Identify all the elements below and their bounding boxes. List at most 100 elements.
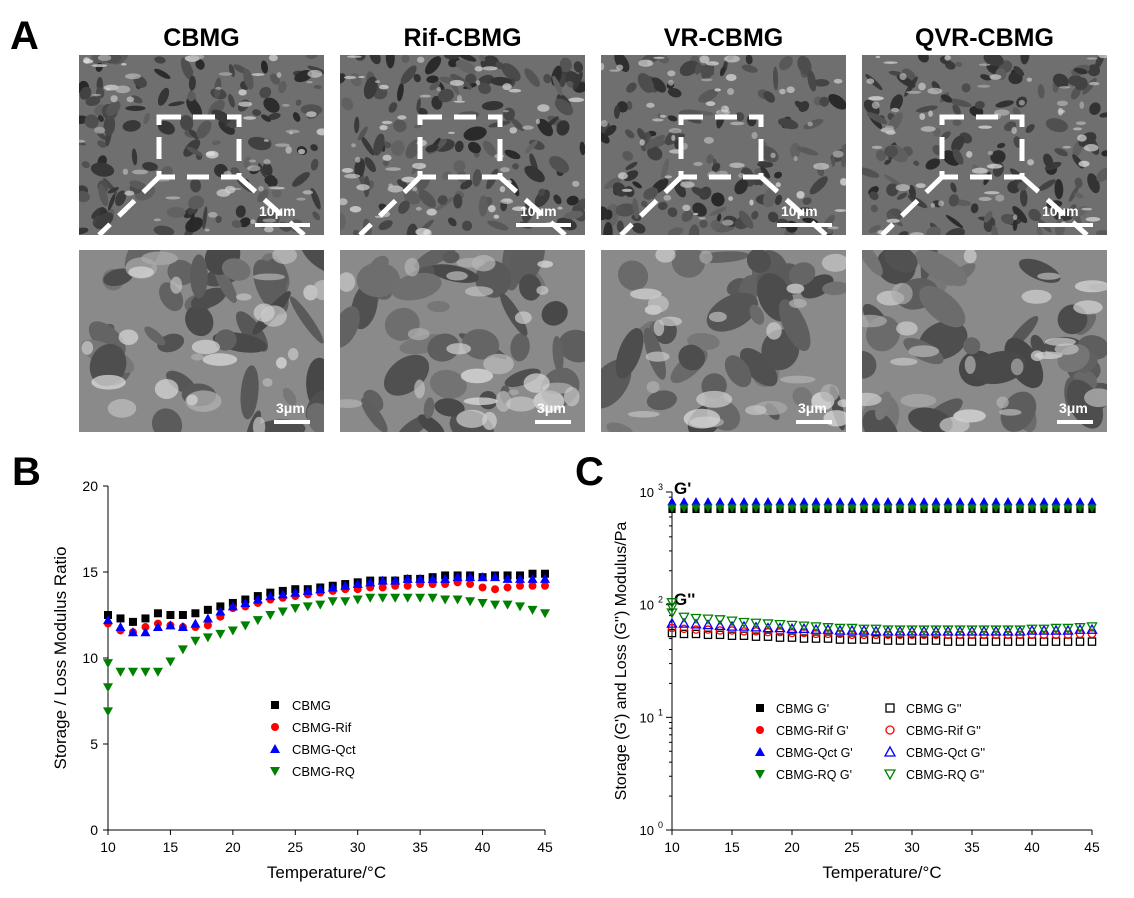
legend-marker bbox=[271, 701, 279, 709]
scale-label: 10μm bbox=[781, 203, 818, 219]
data-point bbox=[859, 630, 869, 640]
data-point bbox=[751, 497, 761, 506]
data-point bbox=[1027, 504, 1037, 513]
data-point bbox=[774, 620, 786, 631]
data-point bbox=[882, 625, 894, 636]
data-point bbox=[352, 595, 363, 605]
data-point bbox=[931, 504, 941, 513]
data-point bbox=[1062, 623, 1074, 634]
data-point bbox=[678, 617, 690, 628]
data-point bbox=[365, 577, 376, 587]
y-tick-label: 10 bbox=[640, 598, 654, 613]
data-point bbox=[894, 625, 906, 636]
data-point bbox=[240, 621, 251, 631]
data-point bbox=[402, 573, 413, 583]
data-point bbox=[1039, 497, 1049, 506]
data-point bbox=[540, 609, 550, 619]
sem-zoom-image bbox=[79, 250, 324, 432]
data-point bbox=[991, 504, 1001, 513]
data-point bbox=[799, 497, 809, 506]
data-point bbox=[763, 504, 773, 513]
data-point bbox=[290, 604, 301, 614]
legend: CBMG G' CBMG-Rif G' CBMG-Qct G' CBMG-RQ G' C… bbox=[755, 702, 985, 782]
data-point bbox=[847, 630, 857, 640]
y-tick-label: 15 bbox=[82, 564, 98, 580]
sem-overview-image bbox=[79, 55, 324, 235]
data-point bbox=[751, 504, 761, 513]
data-point bbox=[727, 504, 737, 513]
data-point bbox=[302, 585, 313, 595]
data-point bbox=[503, 583, 512, 592]
data-point bbox=[1050, 623, 1062, 634]
data-point bbox=[1015, 637, 1025, 646]
data-point bbox=[906, 625, 918, 636]
data-point bbox=[1003, 504, 1013, 513]
data-point bbox=[227, 601, 238, 611]
data-point bbox=[527, 573, 538, 583]
scale-label: 3μm bbox=[1059, 400, 1088, 416]
data-point bbox=[919, 504, 929, 513]
data-point bbox=[1026, 624, 1038, 635]
data-point bbox=[715, 497, 725, 506]
panel-label-b: B bbox=[12, 450, 41, 494]
data-point bbox=[679, 629, 689, 639]
data-point bbox=[979, 504, 989, 513]
legend-label: CBMG-Rif G' bbox=[776, 724, 849, 738]
data-point bbox=[859, 635, 869, 644]
sample-title: QVR-CBMG bbox=[915, 24, 1054, 52]
data-point bbox=[702, 614, 714, 625]
x-tick-label: 15 bbox=[163, 839, 179, 855]
data-point bbox=[378, 583, 387, 592]
y-tick-exponent: 1 bbox=[658, 707, 663, 717]
data-point bbox=[440, 573, 451, 583]
data-point bbox=[667, 623, 677, 633]
scale-label: 10μm bbox=[1042, 203, 1079, 219]
data-point bbox=[327, 582, 338, 592]
data-point bbox=[390, 575, 401, 585]
data-point bbox=[798, 622, 810, 634]
data-point bbox=[739, 631, 749, 640]
legend: CBMG CBMG-Rif CBMG-Qct CBMG-RQ bbox=[270, 698, 356, 779]
data-point bbox=[666, 617, 678, 628]
data-point bbox=[966, 625, 978, 636]
legend-marker bbox=[270, 767, 280, 776]
legend-label: CBMG-Qct bbox=[292, 742, 356, 757]
data-point bbox=[166, 611, 175, 619]
data-point bbox=[930, 625, 942, 636]
data-point bbox=[907, 504, 917, 513]
data-point bbox=[352, 579, 363, 589]
data-point bbox=[203, 621, 212, 630]
data-point bbox=[415, 573, 426, 583]
y-tick-label: 10 bbox=[640, 485, 654, 500]
data-point bbox=[1087, 637, 1097, 646]
data-point bbox=[377, 593, 388, 603]
data-point bbox=[763, 632, 773, 641]
data-point bbox=[715, 630, 725, 640]
scale-bar bbox=[274, 420, 310, 424]
annotation-g-double-prime: G'' bbox=[674, 590, 695, 609]
data-point bbox=[979, 497, 989, 506]
data-point bbox=[103, 707, 113, 717]
data-point bbox=[528, 581, 537, 590]
data-point bbox=[690, 618, 702, 629]
data-point bbox=[859, 497, 869, 506]
data-point bbox=[679, 497, 689, 506]
data-point bbox=[427, 593, 438, 603]
data-point bbox=[1051, 630, 1061, 640]
data-point bbox=[738, 620, 750, 631]
data-point bbox=[541, 569, 549, 578]
data-point bbox=[823, 629, 833, 639]
y-tick-exponent: 3 bbox=[658, 482, 663, 492]
annotation-g-prime: G' bbox=[674, 479, 691, 498]
data-point bbox=[679, 504, 689, 513]
legend-label: CBMG bbox=[292, 698, 331, 713]
data-point bbox=[340, 597, 351, 607]
data-point bbox=[967, 637, 977, 646]
legend-marker bbox=[883, 745, 897, 757]
data-point bbox=[811, 497, 821, 506]
data-point bbox=[846, 624, 858, 635]
data-point bbox=[751, 632, 761, 641]
x-tick-label: 35 bbox=[964, 839, 980, 855]
scale-label: 3μm bbox=[276, 400, 305, 416]
data-point bbox=[727, 497, 737, 506]
